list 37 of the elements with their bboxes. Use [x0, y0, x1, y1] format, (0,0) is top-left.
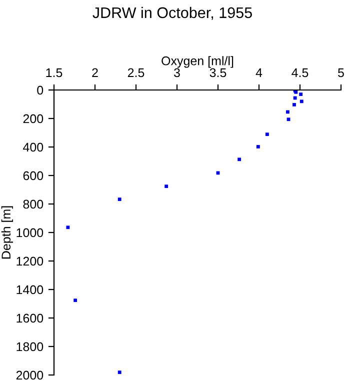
point [292, 102, 296, 106]
y-tick-label: 1400 [16, 285, 44, 294]
point [66, 226, 70, 230]
point [300, 100, 304, 104]
x-tick-label: 3 [174, 68, 180, 78]
chart-title: JDRW in October, 1955 [92, 6, 252, 20]
x-tick-label: 4 [256, 68, 262, 77]
point [238, 158, 242, 162]
point [216, 171, 220, 175]
y-tick-label: 2000 [16, 370, 44, 380]
point [256, 145, 260, 148]
point [266, 132, 269, 136]
point [118, 370, 122, 374]
point [293, 96, 297, 100]
x-tick-label: 2 [92, 68, 98, 77]
point [164, 184, 168, 188]
x-axis-title: Oxygen [ml/l] [162, 56, 234, 68]
x-tick-label: 4.5 [292, 68, 308, 78]
y-tick-label: 1600 [16, 314, 44, 323]
x-tick-label: 1.5 [46, 68, 62, 78]
point [286, 118, 290, 122]
point [118, 198, 122, 201]
y-tick-label: 400 [23, 142, 44, 152]
y-axis-title: Depth [m] [1, 206, 13, 259]
point [286, 110, 290, 114]
y-tick-label: 0 [37, 86, 44, 95]
x-tick-label: 2.5 [128, 68, 144, 78]
y-tick-label: 800 [23, 200, 44, 209]
point [299, 92, 303, 96]
y-tick-label: 1200 [16, 256, 44, 266]
y-tick-label: 1800 [16, 342, 44, 352]
x-tick-label: 5 [338, 68, 344, 78]
x-tick-label: 3.5 [210, 68, 226, 78]
point [74, 298, 78, 302]
y-tick-label: 1000 [16, 228, 44, 238]
y-tick-label: 200 [23, 114, 44, 124]
y-tick-label: 600 [23, 171, 44, 180]
